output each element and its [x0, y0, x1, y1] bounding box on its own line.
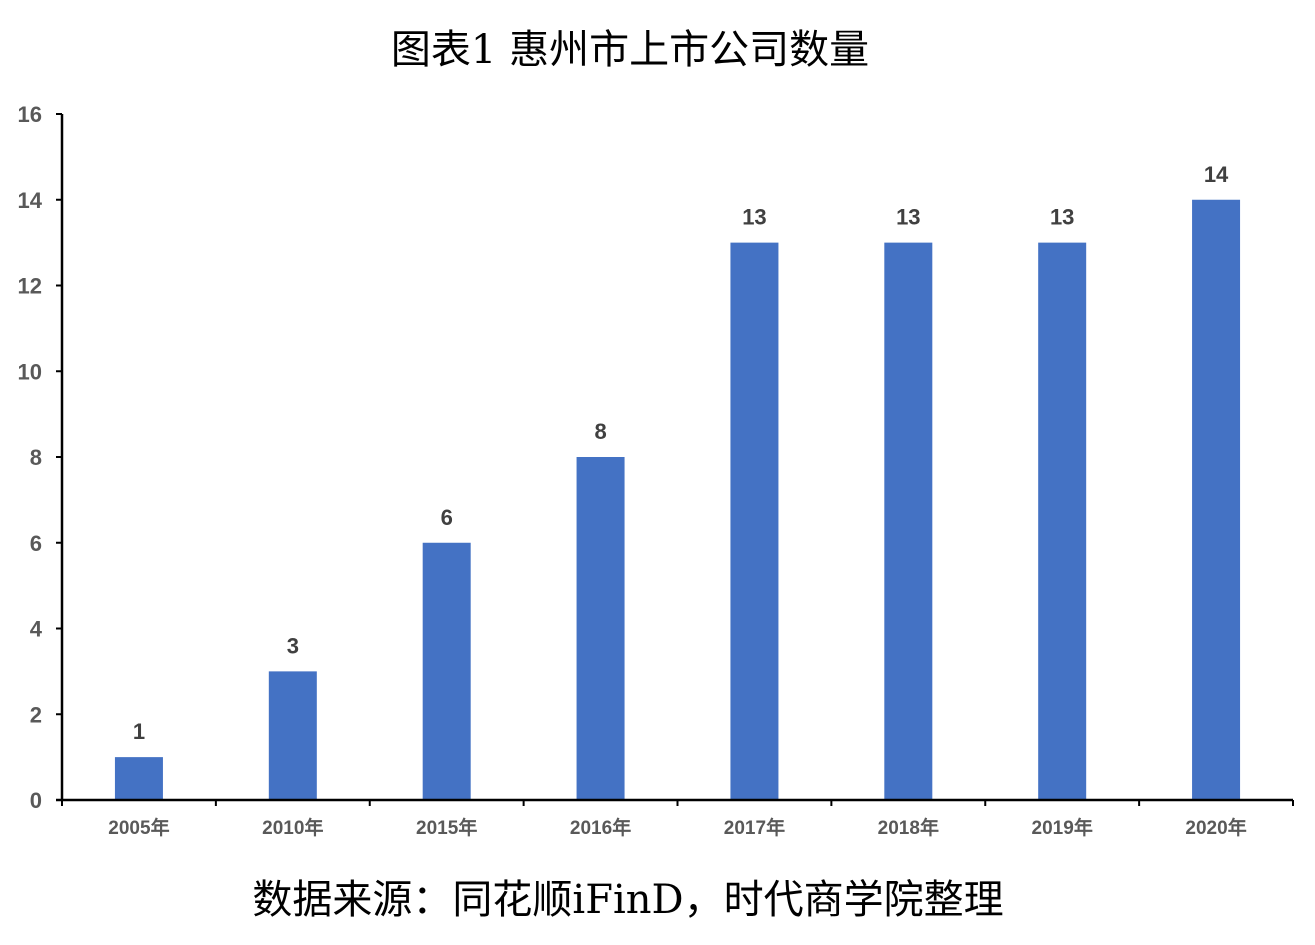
data-label: 14 [1204, 162, 1229, 187]
data-label: 6 [441, 505, 453, 530]
data-label: 13 [742, 205, 766, 230]
chart-title: 图表1 惠州市上市公司数量 [391, 27, 869, 73]
y-tick-label: 14 [18, 188, 43, 213]
x-tick-label: 2017年 [724, 816, 785, 839]
y-tick-label: 8 [30, 445, 42, 470]
x-tick-label: 2005年 [108, 816, 169, 839]
data-label: 13 [1050, 205, 1074, 230]
y-tick-label: 16 [18, 102, 42, 127]
data-label: 1 [133, 719, 145, 744]
data-label: 13 [896, 205, 920, 230]
x-tick-label: 2010年 [262, 816, 323, 839]
y-tick-label: 2 [30, 702, 42, 727]
y-tick-label: 4 [30, 617, 43, 642]
bar [576, 457, 625, 800]
bar [1192, 199, 1241, 800]
data-label: 8 [594, 419, 606, 444]
data-label: 3 [287, 633, 299, 658]
bar [114, 757, 163, 800]
x-tick-label: 2015年 [416, 816, 477, 839]
y-tick-label: 12 [18, 274, 42, 299]
y-tick-label: 6 [30, 531, 42, 556]
bar [884, 242, 933, 800]
x-tick-label: 2020年 [1185, 816, 1246, 839]
x-tick-label: 2016年 [570, 816, 631, 839]
x-tick-label: 2018年 [878, 816, 939, 839]
bar [422, 542, 471, 800]
source-note: 数据来源：同花顺iFinD，时代商学院整理 [252, 877, 1003, 923]
x-tick-label: 2019年 [1032, 816, 1093, 839]
bar [268, 671, 317, 800]
y-tick-label: 0 [30, 788, 42, 813]
y-tick-label: 10 [18, 359, 42, 384]
bar [730, 242, 779, 800]
bar [1038, 242, 1087, 800]
